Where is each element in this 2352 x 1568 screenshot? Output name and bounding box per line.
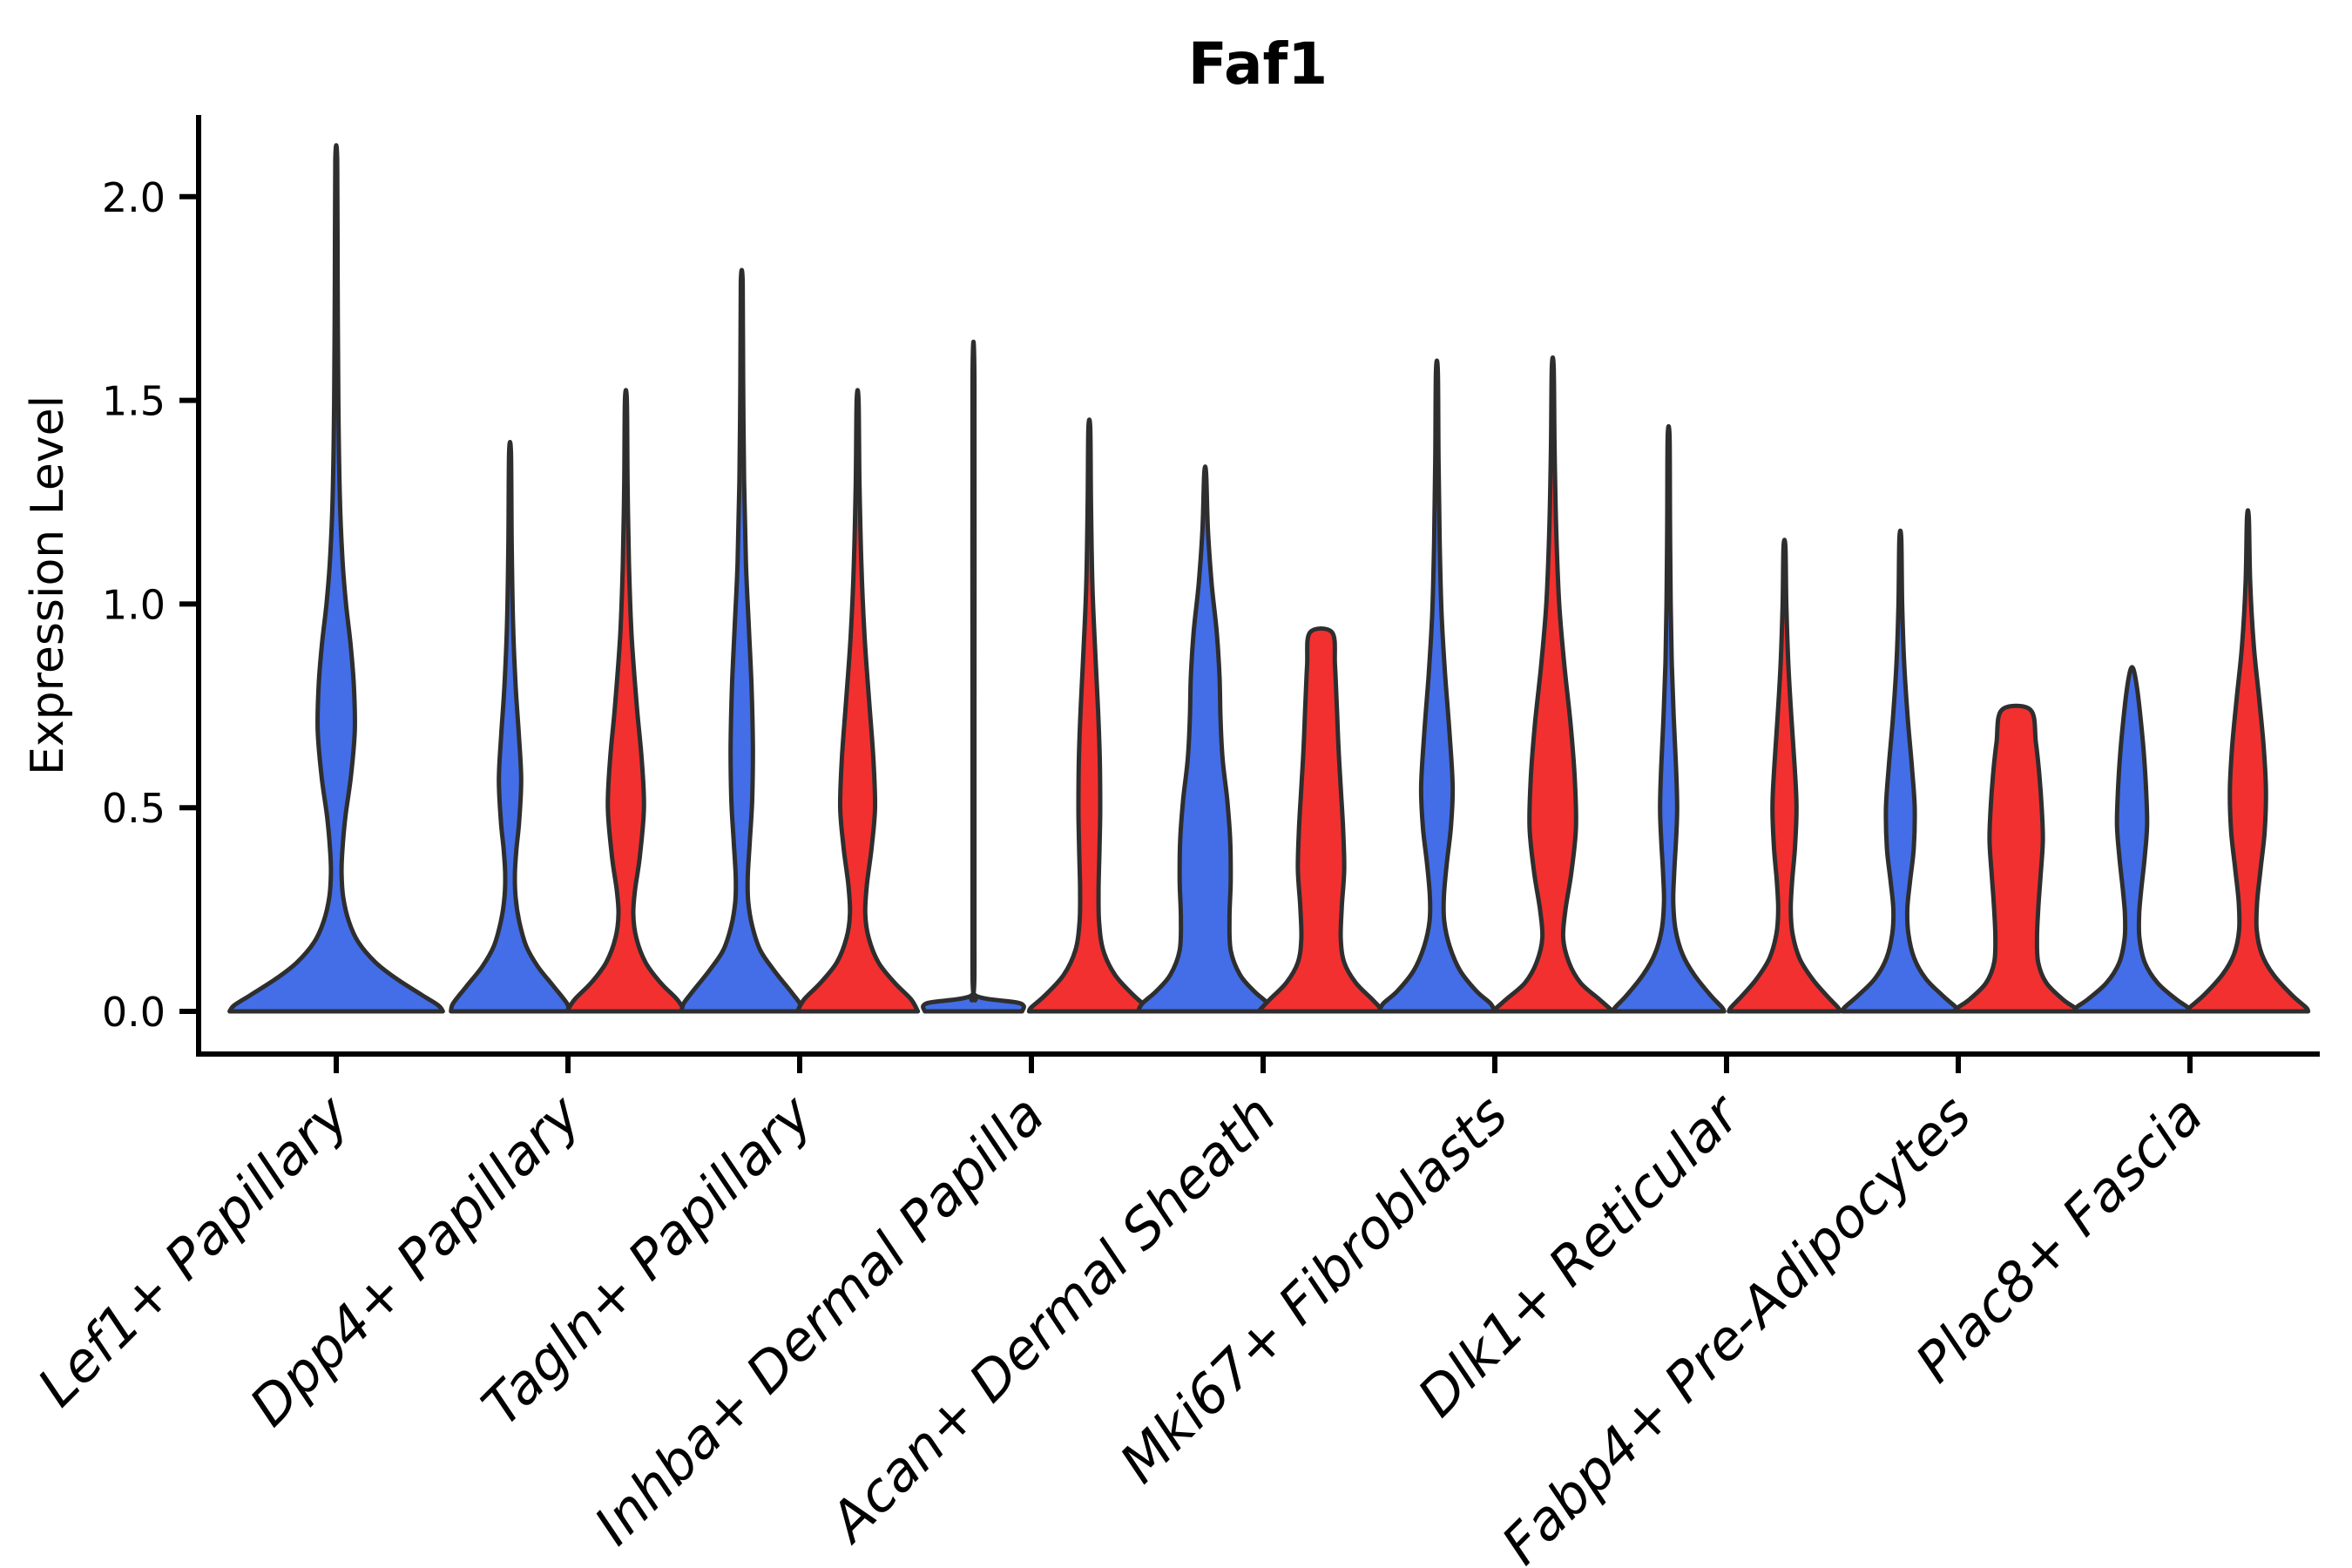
violin-dlk1-reticular-red bbox=[1727, 537, 1842, 1014]
y-tick-label-1.5: 1.5 bbox=[102, 378, 166, 425]
y-tick-label-0.5: 0.5 bbox=[102, 785, 166, 832]
x-tick-label-acan-dermal-sheath: Acan+ Dermal Sheath bbox=[815, 1083, 1288, 1556]
x-tick-label-inhba-dermal-papilla: Inhba+ Dermal Papilla bbox=[582, 1083, 1056, 1557]
y-tick-label-1.0: 1.0 bbox=[102, 581, 166, 628]
violin-dpp4-papillary-blue bbox=[449, 440, 571, 1014]
violin-dlk1-reticular-blue bbox=[1611, 423, 1727, 1014]
violin-mki67-fibroblasts-blue bbox=[1376, 358, 1497, 1014]
violin-acan-dermal-sheath-blue bbox=[1135, 464, 1275, 1014]
plot-title: Faf1 bbox=[1188, 30, 1328, 98]
y-tick-label-2.0: 2.0 bbox=[102, 174, 166, 221]
y-axis-title: Expression Level bbox=[22, 395, 74, 775]
violin-mki67-fibroblasts-red bbox=[1490, 355, 1616, 1014]
y-tick-label-0.0: 0.0 bbox=[102, 989, 166, 1036]
violin-inhba-dermal-papilla-red bbox=[1026, 417, 1152, 1014]
x-tick-label-mki67-fibroblasts: Mki67+ Fibroblasts bbox=[1107, 1083, 1519, 1495]
violin-tagln-papillary-blue bbox=[679, 267, 805, 1014]
violin-fabp4-pre-adipocytes-blue bbox=[1840, 528, 1961, 1014]
violin-dpp4-papillary-red bbox=[564, 388, 687, 1014]
violin-plac8-fascia-red bbox=[2185, 508, 2311, 1014]
violin-inhba-dermal-papilla-blue bbox=[921, 340, 1026, 1014]
violin-lef1-papillary-blue bbox=[227, 143, 445, 1014]
violin-acan-dermal-sheath-red bbox=[1256, 625, 1386, 1014]
violin-fabp4-pre-adipocytes-red bbox=[1951, 703, 2081, 1014]
violin-tagln-papillary-red bbox=[794, 388, 921, 1014]
axis-spines bbox=[196, 115, 2320, 1057]
violin-plac8-fascia-blue bbox=[2072, 665, 2193, 1014]
x-tick-label-fabp4-pre-adipocytes: Fabp4+ Pre-Adipocytes bbox=[1490, 1083, 1984, 1568]
